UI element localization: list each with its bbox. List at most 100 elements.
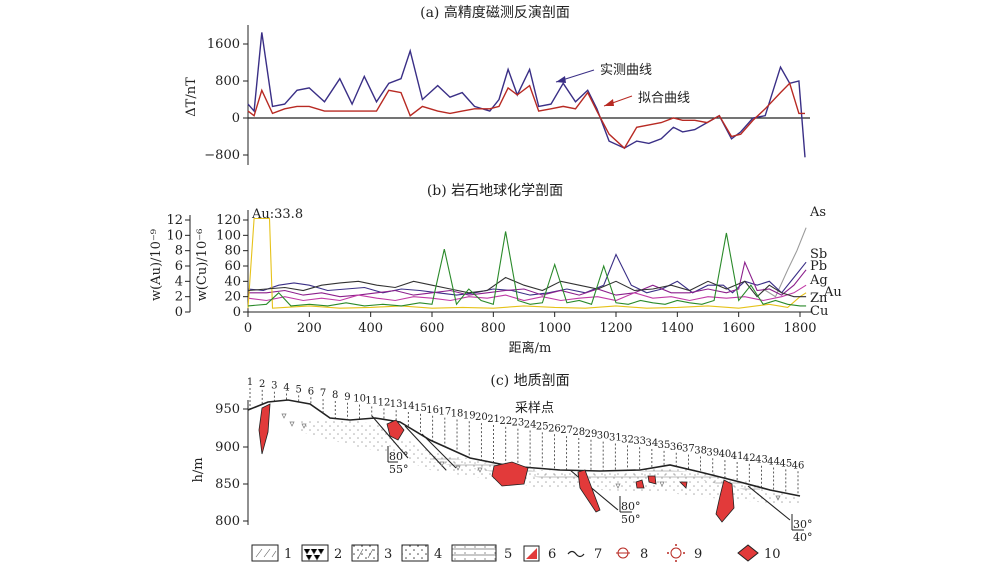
au-tick-label: 2 [175,290,183,305]
sample-number: 42 [743,453,756,464]
cu-tick-label: 80 [224,244,241,259]
sample-number: 23 [512,418,525,429]
sample-number: 13 [390,399,403,410]
legend-swatch-5 [451,544,497,562]
panel-b-xticks: 0 200 400 600 800 1000 1200 1400 1600 1800 [244,312,817,336]
sample-number: 19 [463,410,476,421]
series-ag-line [247,284,807,302]
ore-body [647,475,657,485]
series-zn-line [247,276,807,298]
ytick-label: 1600 [207,37,240,52]
sample-number: 36 [670,442,683,453]
sample-number: 26 [548,423,561,434]
dip-upper: 80° [621,500,641,513]
au-tick-label: 10 [166,228,183,243]
panel-a-title: (a) 高精度磁测反演剖面 [420,4,570,21]
fitted-curve [247,81,805,150]
sample-number: 37 [682,444,695,455]
ore-body [715,479,735,523]
cu-tick-label: 40 [224,274,241,289]
sample-number: 6 [308,386,314,397]
xtick-label: 200 [297,321,322,336]
ytick-800: 800 [215,514,240,529]
au-tick-label: 4 [175,274,183,289]
dip-lower: 40° [793,531,813,544]
cu-tick-label: 0 [233,305,241,320]
sample-number: 38 [694,445,707,456]
sample-number: 20 [475,412,488,423]
series-cu-line [247,231,807,307]
ytick-900: 900 [215,440,240,455]
legend-swatch-10 [737,544,759,562]
sample-number: 12 [378,397,391,408]
sample-number: 9 [344,392,350,403]
sample-number: 25 [536,421,549,432]
measured-curve [247,32,806,158]
sample-number: 1 [247,377,253,388]
legend-swatch-1 [251,544,279,562]
fitted-curve-label: 拟合曲线 [638,91,690,106]
panel-b: (b) 岩石地球化学剖面 w(Au)/10⁻⁹ w(Cu)/10⁻⁶ 00202… [149,183,842,356]
rock-body [300,418,800,505]
dip-upper: 30° [793,518,813,531]
legend-label-7: 7 [594,547,602,562]
ore-bodies [258,403,735,523]
series-label-cu: Cu [810,304,828,319]
xtick-label: 400 [358,321,383,336]
strata-band [430,455,760,493]
legend-label-10: 10 [764,547,781,562]
sample-number: 32 [621,434,634,445]
legend-label-4: 4 [434,547,442,562]
dip-annotation: 80° 50° [619,496,641,526]
ytick-950: 950 [215,402,240,417]
panel-a-ylabel: ΔT/nT [184,77,199,117]
dip-lower: 55° [389,463,409,476]
sample-number: 44 [767,457,780,468]
sample-number: 40 [719,449,732,460]
ytick-850: 850 [215,477,240,492]
sample-number: 7 [320,388,326,399]
series-sb-line [247,253,807,296]
fitted-pointer-head [604,99,614,106]
sample-number: 28 [572,427,585,438]
sample-markers: 1 2 3 4 5 6 7 8 9 10 11 12 13 14 15 16 17 18 19 20 21 22 23 24 2… [247,377,804,496]
sample-number: 29 [585,429,598,440]
sample-number: 17 [438,407,451,418]
ytick-label: 0 [232,111,240,126]
dip-upper: 80° [389,450,409,463]
panel-c-title: (c) 地质剖面 [490,373,569,389]
sample-number: 11 [365,396,378,407]
xtick-label: 1400 [661,321,694,336]
measured-curve-label: 实测曲线 [600,63,652,78]
xtick-label: 1600 [722,321,755,336]
xtick-label: 1000 [538,321,571,336]
dip-annotation: 30° 40° [791,514,813,544]
xtick-label: 0 [244,321,252,336]
sample-number: 35 [658,440,671,451]
sample-number: 5 [296,384,302,395]
legend-label-2: 2 [334,547,342,562]
xtick-label: 800 [481,321,506,336]
legend-swatch-4 [401,544,429,562]
sample-point-label: 采样点 [515,401,554,416]
legend-swatch-7 [567,550,585,558]
sample-number: 2 [259,379,265,390]
legend-label-5: 5 [504,547,512,562]
sample-number: 3 [271,381,277,392]
series-label-pb: Pb [810,259,827,274]
sample-number: 8 [332,390,338,401]
sample-number: 14 [402,401,415,412]
ytick-label: 800 [215,74,240,89]
panel-b-xlabel: 距离/m [509,340,552,356]
sample-number: 30 [597,431,610,442]
sample-number: 45 [779,458,792,469]
panel-a-yticks: 1600 800 0 −800 [204,37,248,163]
cu-tick-label: 60 [224,259,241,274]
sample-number: 39 [706,447,719,458]
sample-number: 24 [524,420,537,431]
series-as-line [762,227,807,298]
panel-a: (a) 高精度磁测反演剖面 ΔT/nT 1600 800 0 −800 实测曲线 拟合… [184,4,810,165]
panel-c-yticks: 950 900 850 800 [215,402,248,529]
sample-number: 41 [731,451,744,462]
